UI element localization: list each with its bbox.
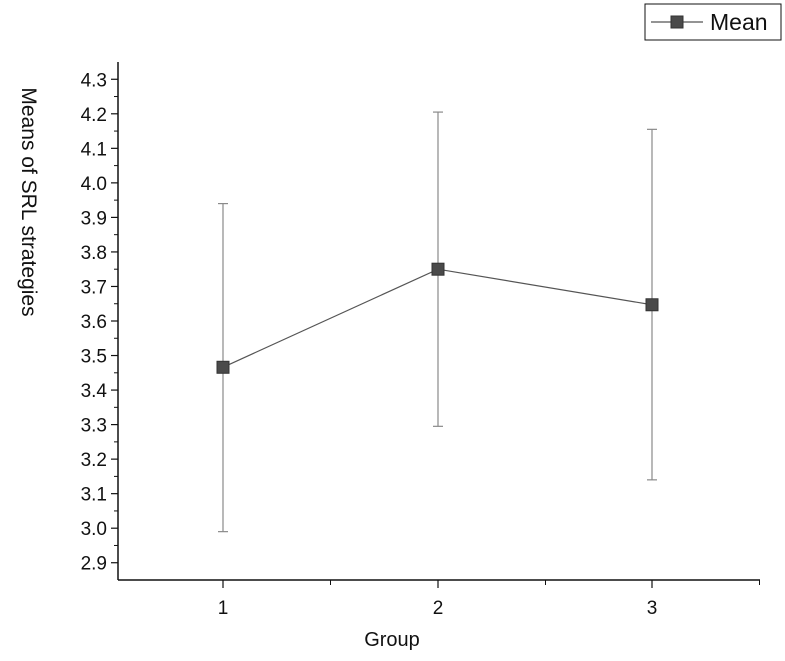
y-tick-label: 2.9	[81, 554, 107, 575]
y-tick-label: 3.0	[81, 519, 107, 540]
legend: Mean	[644, 3, 782, 41]
x-tick-label: 3	[647, 598, 658, 619]
y-tick-label: 3.5	[81, 347, 107, 368]
x-axis-label: Group	[364, 629, 420, 651]
y-tick-label: 3.4	[81, 381, 108, 402]
axes	[117, 62, 760, 581]
x-tick-label: 1	[218, 598, 229, 619]
data-point-marker	[645, 298, 659, 312]
data-point-marker	[431, 262, 445, 276]
error-bars	[218, 111, 657, 533]
legend-label: Mean	[710, 9, 768, 35]
y-tick-label: 3.9	[81, 208, 107, 229]
markers	[216, 262, 659, 374]
data-point-marker	[216, 360, 230, 374]
y-tick-label: 4.1	[81, 139, 107, 160]
x-tick-label: 2	[433, 598, 444, 619]
y-axis-label: Means of SRL strategies	[17, 87, 40, 316]
y-tick-label: 4.0	[81, 174, 107, 195]
y-tick-label: 3.1	[81, 485, 107, 506]
legend-square-marker-icon	[670, 15, 684, 29]
y-tick-label: 3.3	[81, 416, 107, 437]
y-tick-label: 4.2	[81, 105, 107, 126]
y-tick-label: 3.2	[81, 450, 107, 471]
x-ticks: 1 2 3	[218, 580, 760, 619]
y-tick-label: 3.8	[81, 243, 107, 264]
y-tick-label: 3.7	[81, 277, 107, 298]
y-tick-label: 4.3	[81, 70, 107, 91]
y-tick-label: 3.6	[81, 312, 107, 333]
y-ticks: 2.9 3.0 3.1 3.2 3.3 3.4 3.5 3.6 3.7 3.8 3.9 4.0 4.1 4…	[81, 70, 118, 575]
